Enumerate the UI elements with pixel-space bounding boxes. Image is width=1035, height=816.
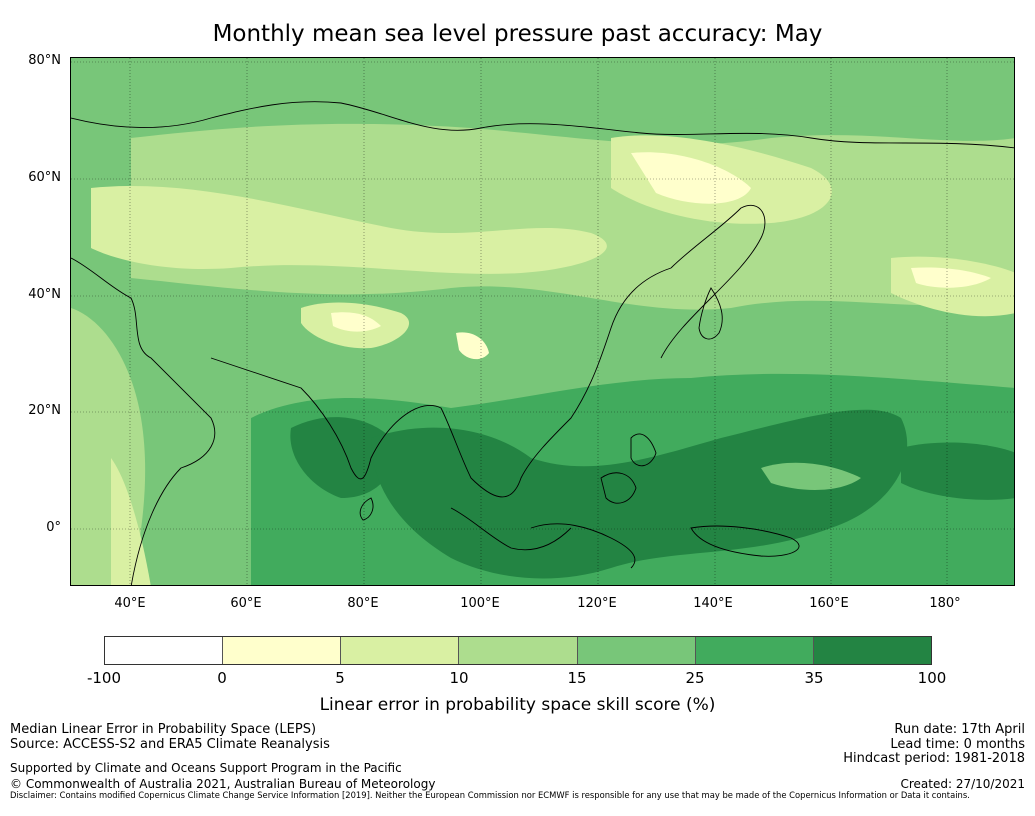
colorbar-tick: 100 bbox=[917, 669, 947, 687]
colorbar-segment-2 bbox=[341, 637, 460, 664]
colorbar-segment-0 bbox=[105, 637, 224, 664]
colorbar-segment-6 bbox=[813, 637, 931, 664]
footer-copyright: © Commonwealth of Australia 2021, Austra… bbox=[10, 777, 436, 791]
skill-zone-arctic bbox=[71, 58, 1014, 121]
lat-tick-0: 0° bbox=[46, 520, 61, 535]
colorbar-segment-3 bbox=[459, 637, 578, 664]
skill-zone-bay-of-bengal-pacific bbox=[371, 409, 908, 579]
footer-source: Source: ACCESS-S2 and ERA5 Climate Reana… bbox=[10, 737, 330, 752]
skill-zone-central-asia-light bbox=[91, 186, 607, 274]
colorbar-segment-5 bbox=[695, 637, 814, 664]
colorbar-label: Linear error in probability space skill … bbox=[319, 695, 716, 715]
footer-method: Median Linear Error in Probability Space… bbox=[10, 722, 317, 737]
lon-tick-80e: 80°E bbox=[347, 596, 379, 611]
colorbar-segment-4 bbox=[577, 637, 696, 664]
lon-tick-140e: 140°E bbox=[693, 596, 733, 611]
colorbar-tick: -100 bbox=[86, 669, 122, 687]
lon-tick-60e: 60°E bbox=[230, 596, 262, 611]
footer-lead-time: Lead time: 0 months bbox=[890, 737, 1025, 752]
lon-tick-180: 180° bbox=[929, 596, 961, 611]
skill-zone-west-pacific bbox=[901, 442, 1014, 500]
footer-created-date: Created: 27/10/2021 bbox=[900, 777, 1025, 791]
skill-zone-tibet-core bbox=[331, 312, 381, 332]
skill-zone-arabian-sea bbox=[290, 417, 394, 498]
map-panel bbox=[70, 57, 1015, 586]
footer-support: Supported by Climate and Oceans Support … bbox=[10, 761, 402, 775]
lon-tick-160e: 160°E bbox=[809, 596, 849, 611]
skill-map bbox=[71, 58, 1014, 585]
colorbar bbox=[104, 636, 932, 665]
lon-tick-100e: 100°E bbox=[460, 596, 500, 611]
lat-tick-60n: 60°N bbox=[28, 170, 61, 185]
coastlines bbox=[71, 101, 1014, 585]
colorbar-tick: 0 bbox=[217, 669, 227, 687]
map-graticule bbox=[71, 58, 1014, 585]
colorbar-tick: 15 bbox=[567, 669, 587, 687]
lon-tick-40e: 40°E bbox=[114, 596, 146, 611]
footer-hindcast-period: Hindcast period: 1981-2018 bbox=[843, 751, 1025, 766]
lat-tick-80n: 80°N bbox=[28, 53, 61, 68]
skill-zone-pacific-light bbox=[911, 267, 991, 288]
map-title: Monthly mean sea level pressure past acc… bbox=[212, 21, 823, 47]
skill-zone-east-siberia bbox=[631, 152, 751, 204]
skill-zone-east-africa bbox=[111, 458, 151, 585]
lat-tick-20n: 20°N bbox=[28, 403, 61, 418]
colorbar-tick: 10 bbox=[449, 669, 469, 687]
footer-run-date: Run date: 17th April bbox=[894, 722, 1025, 737]
lon-tick-120e: 120°E bbox=[577, 596, 617, 611]
footer-disclaimer: Disclaimer: Contains modified Copernicus… bbox=[10, 790, 970, 800]
colorbar-tick: 25 bbox=[685, 669, 705, 687]
colorbar-tick: 35 bbox=[804, 669, 824, 687]
colorbar-segment-1 bbox=[223, 637, 342, 664]
lat-tick-40n: 40°N bbox=[28, 287, 61, 302]
colorbar-tick: 5 bbox=[335, 669, 345, 687]
skill-zone-pacific-patch bbox=[761, 462, 861, 490]
